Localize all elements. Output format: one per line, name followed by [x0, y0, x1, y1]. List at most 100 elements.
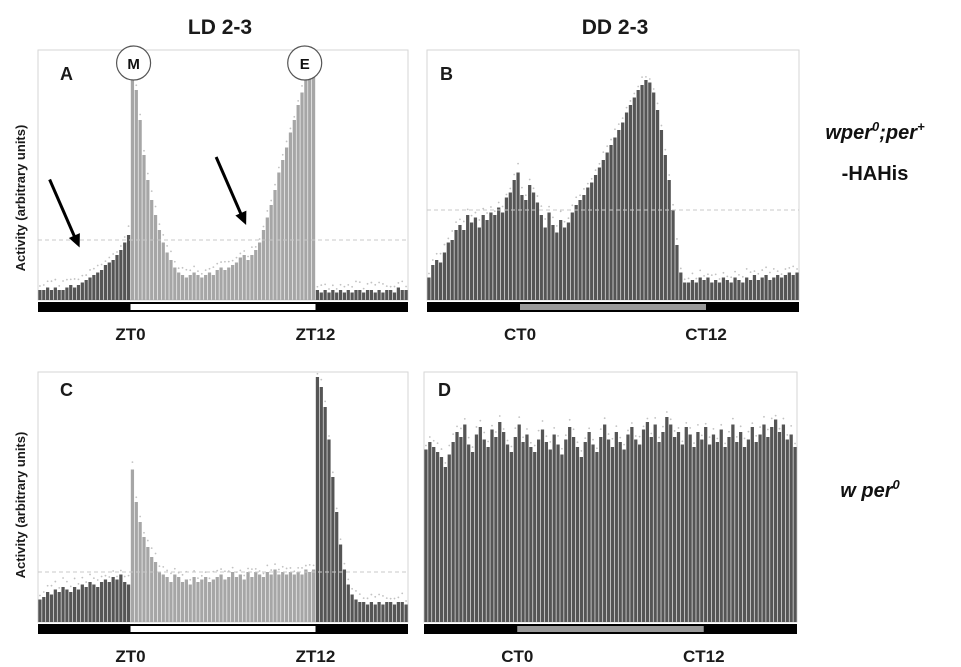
error-dot [374, 595, 377, 598]
activity-bar [634, 439, 638, 622]
activity-bar [675, 245, 679, 300]
activity-bar [265, 572, 269, 622]
genotype-label-top-line2: -HAHis [842, 163, 909, 185]
activity-bar [134, 90, 138, 300]
error-dot [528, 178, 531, 181]
error-dot [614, 128, 616, 131]
error-dot [559, 210, 562, 213]
error-dot [505, 193, 508, 196]
activity-bar [80, 282, 84, 300]
error-dot [146, 172, 149, 175]
activity-bar [103, 579, 108, 622]
activity-bar [223, 270, 227, 300]
error-dot [119, 245, 122, 247]
error-dot [339, 283, 342, 286]
activity-bar [157, 572, 162, 622]
activity-bar [528, 185, 532, 300]
error-dot [459, 218, 461, 221]
error-dot [567, 217, 570, 220]
error-dot [714, 273, 717, 276]
error-dot [289, 127, 292, 130]
activity-bar [791, 275, 795, 300]
activity-bar [586, 187, 590, 300]
error-dot [224, 570, 226, 573]
activity-bar [764, 275, 768, 300]
activity-bar [304, 77, 308, 300]
activity-bar [231, 572, 235, 622]
activity-bar [350, 292, 354, 300]
activity-bar [365, 604, 370, 622]
activity-bar [657, 442, 661, 622]
morning-peak-marker-label: M [127, 56, 140, 73]
error-dot [751, 422, 754, 425]
activity-bar [169, 582, 173, 622]
error-dot [343, 562, 346, 565]
activity-bar [560, 454, 564, 622]
activity-bar [335, 512, 339, 622]
activity-bar [752, 275, 757, 300]
error-dot [521, 186, 523, 189]
error-dot [681, 440, 684, 443]
activity-bar [200, 277, 204, 300]
activity-bar [157, 230, 162, 300]
error-dot [277, 166, 280, 169]
activity-bar [486, 447, 490, 622]
error-dot [575, 196, 578, 199]
activity-bar [535, 202, 540, 300]
activity-bar [711, 434, 716, 622]
activity-bar [446, 242, 450, 300]
activity-bar [311, 57, 316, 300]
activity-bar [211, 275, 215, 300]
activity-bar [741, 282, 745, 300]
activity-bar [636, 90, 640, 300]
activity-bar [524, 200, 528, 300]
error-dot [270, 199, 273, 202]
activity-bar [292, 574, 296, 622]
activity-bar [516, 172, 520, 300]
activity-bar [365, 290, 370, 300]
activity-bar [142, 537, 146, 622]
error-dot [316, 285, 319, 288]
error-dot [170, 572, 172, 575]
activity-bar [257, 574, 262, 622]
error-dot [370, 281, 373, 284]
activity-bar [773, 419, 778, 622]
activity-bar [134, 502, 138, 622]
plot-frame [426, 49, 800, 301]
arrow-head [235, 210, 247, 225]
error-dot [324, 283, 327, 286]
activity-bar [358, 602, 362, 622]
error-dot [599, 428, 602, 431]
activity-bar [80, 584, 84, 622]
activity-bar [683, 282, 687, 300]
genotype-label-top: wper0;per+ [825, 119, 925, 144]
activity-bar [768, 280, 772, 300]
activity-bar [396, 287, 400, 300]
error-dot [509, 187, 512, 190]
activity-bar [184, 579, 189, 622]
error-dot [200, 272, 203, 275]
error-dot [177, 267, 180, 270]
error-dot [100, 263, 103, 266]
activity-bar [57, 592, 61, 622]
activity-bar [92, 275, 96, 300]
activity-bar [570, 212, 574, 300]
activity-bar [435, 452, 440, 622]
activity-bar [377, 290, 381, 300]
activity-bar [227, 577, 231, 622]
activity-bar [707, 444, 712, 622]
error-dot [510, 445, 513, 448]
activity-bar [126, 235, 131, 300]
activity-bar [115, 579, 119, 622]
error-dot [297, 99, 300, 102]
error-dot [89, 573, 91, 576]
error-dot [598, 162, 601, 165]
error-dot [173, 260, 176, 263]
activity-bar [161, 242, 165, 300]
activity-bar [715, 442, 719, 622]
activity-bar [729, 282, 733, 300]
error-dot [552, 216, 554, 219]
error-dot [262, 225, 265, 228]
activity-bar [737, 280, 741, 300]
error-dot [782, 417, 785, 420]
